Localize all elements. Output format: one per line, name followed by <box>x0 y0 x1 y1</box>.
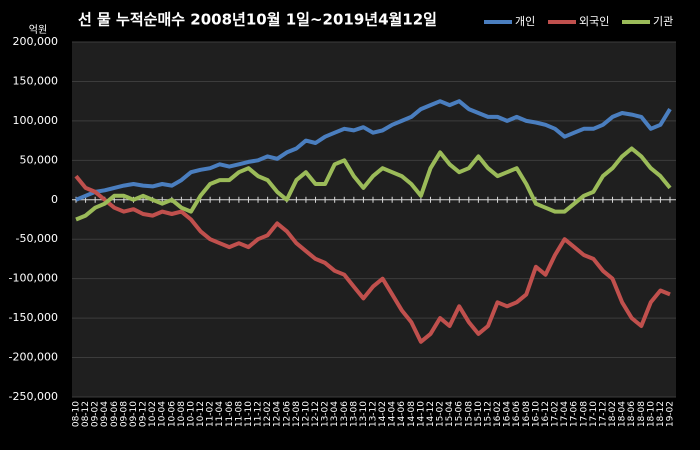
x-tick-label: 09-06 <box>110 401 120 427</box>
x-tick-label: 08-12 <box>81 401 91 427</box>
x-tick-label: 15-06 <box>455 401 465 427</box>
x-tick-label: 14-08 <box>407 401 417 427</box>
x-tick-label: 09-04 <box>100 401 110 427</box>
x-tick-label: 09-08 <box>119 401 129 427</box>
x-tick-label: 14-04 <box>388 401 398 427</box>
x-tick-label: 09-12 <box>139 401 149 427</box>
x-tick-label: 08-10 <box>72 401 82 427</box>
x-tick-label: 11-10 <box>244 401 254 427</box>
x-tick-label: 13-08 <box>349 401 359 427</box>
y-tick-label: -100,000 <box>9 272 58 285</box>
x-tick-label: 19-02 <box>666 401 676 427</box>
x-tick-label: 17-08 <box>579 401 589 427</box>
y-tick-label: -250,000 <box>9 390 58 403</box>
x-tick-label: 13-04 <box>330 401 340 427</box>
x-tick-label: 17-02 <box>551 401 561 427</box>
x-tick-label: 18-12 <box>656 401 666 427</box>
x-tick-label: 12-06 <box>282 401 292 427</box>
x-tick-label: 16-04 <box>503 401 513 427</box>
x-tick-label: 11-12 <box>254 401 264 427</box>
x-tick-label: 15-04 <box>445 401 455 427</box>
x-tick-label: 10-02 <box>148 401 158 427</box>
x-tick-label: 17-12 <box>598 401 608 427</box>
series-line <box>75 146 672 222</box>
series-line <box>75 99 672 202</box>
x-tick-label: 10-04 <box>158 401 168 427</box>
x-tick-label: 14-10 <box>416 401 426 427</box>
x-tick-label: 16-08 <box>522 401 532 427</box>
x-tick-label: 12-12 <box>311 401 321 427</box>
x-tick-label: 16-06 <box>512 401 522 427</box>
x-tick-label: 10-08 <box>177 401 187 427</box>
x-tick-label: 17-04 <box>560 401 570 427</box>
x-tick-label: 17-06 <box>570 401 580 427</box>
x-tick-label: 10-12 <box>196 401 206 427</box>
y-tick-label: 200,000 <box>13 35 59 48</box>
x-tick-label: 14-06 <box>397 401 407 427</box>
legend-label: 외국인 <box>579 15 609 28</box>
series-line <box>74 174 671 344</box>
legend-label: 개인 <box>515 15 535 28</box>
x-tick-label: 15-08 <box>464 401 474 427</box>
y-tick-label: -200,000 <box>9 351 58 364</box>
x-tick-label: 12-08 <box>292 401 302 427</box>
legend-label: 기관 <box>653 15 673 28</box>
x-tick-label: 18-02 <box>608 401 618 427</box>
x-tick-label: 17-10 <box>589 401 599 427</box>
x-tick-label: 11-08 <box>234 401 244 427</box>
x-tick-label: 13-12 <box>369 401 379 427</box>
x-tick-label: 11-04 <box>215 401 225 427</box>
x-tick-label: 13-02 <box>321 401 331 427</box>
y-tick-label: 0 <box>51 193 58 206</box>
x-tick-label: 15-02 <box>436 401 446 427</box>
x-tick-label: 15-10 <box>474 401 484 427</box>
y-tick-label: 50,000 <box>20 153 59 166</box>
x-tick-label: 18-06 <box>627 401 637 427</box>
x-tick-label: 10-06 <box>167 401 177 427</box>
x-tick-label: 12-02 <box>263 401 273 427</box>
y-tick-label: 100,000 <box>13 114 59 127</box>
x-tick-label: 09-10 <box>129 401 139 427</box>
chart-title: 선 물 누적순매수 2008년10월 1일~2019년4월12일 <box>78 11 437 29</box>
x-tick-label: 14-12 <box>426 401 436 427</box>
y-tick-label: 150,000 <box>13 74 59 87</box>
x-tick-label: 13-10 <box>359 401 369 427</box>
plot-area <box>72 42 676 397</box>
x-tick-label: 11-02 <box>206 401 216 427</box>
x-tick-label: 15-12 <box>483 401 493 427</box>
x-tick-label: 12-04 <box>273 401 283 427</box>
x-tick-label: 16-10 <box>531 401 541 427</box>
x-tick-label: 11-06 <box>225 401 235 427</box>
x-tick-label: 18-04 <box>618 401 628 427</box>
y-tick-label: -150,000 <box>9 311 58 324</box>
x-tick-label: 18-10 <box>646 401 656 427</box>
y-tick-label: -50,000 <box>16 232 58 245</box>
x-tick-label: 10-10 <box>186 401 196 427</box>
x-tick-label: 12-10 <box>301 401 311 427</box>
x-tick-label: 14-02 <box>378 401 388 427</box>
x-tick-label: 16-12 <box>541 401 551 427</box>
x-tick-label: 13-06 <box>340 401 350 427</box>
x-tick-label: 16-02 <box>493 401 503 427</box>
y-unit: 억원 <box>29 24 47 36</box>
x-tick-label: 18-08 <box>637 401 647 427</box>
x-tick-label: 09-02 <box>91 401 101 427</box>
